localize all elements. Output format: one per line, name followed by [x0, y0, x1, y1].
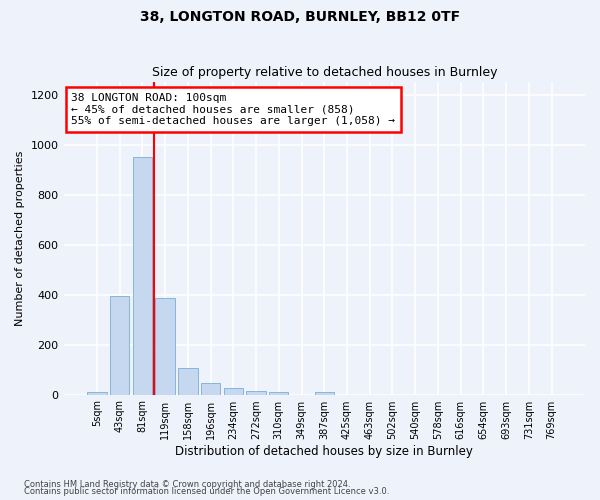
Bar	[269, 392, 289, 394]
Y-axis label: Number of detached properties: Number of detached properties	[15, 150, 25, 326]
Bar	[224, 388, 243, 394]
Bar	[133, 157, 152, 394]
Bar	[314, 392, 334, 394]
X-axis label: Distribution of detached houses by size in Burnley: Distribution of detached houses by size …	[175, 444, 473, 458]
Text: Contains HM Land Registry data © Crown copyright and database right 2024.: Contains HM Land Registry data © Crown c…	[24, 480, 350, 489]
Bar	[87, 392, 107, 394]
Text: 38, LONGTON ROAD, BURNLEY, BB12 0TF: 38, LONGTON ROAD, BURNLEY, BB12 0TF	[140, 10, 460, 24]
Title: Size of property relative to detached houses in Burnley: Size of property relative to detached ho…	[152, 66, 497, 80]
Text: Contains public sector information licensed under the Open Government Licence v3: Contains public sector information licen…	[24, 487, 389, 496]
Text: 38 LONGTON ROAD: 100sqm
← 45% of detached houses are smaller (858)
55% of semi-d: 38 LONGTON ROAD: 100sqm ← 45% of detache…	[71, 93, 395, 126]
Bar	[201, 382, 220, 394]
Bar	[155, 298, 175, 394]
Bar	[178, 368, 197, 394]
Bar	[247, 392, 266, 394]
Bar	[110, 296, 130, 394]
